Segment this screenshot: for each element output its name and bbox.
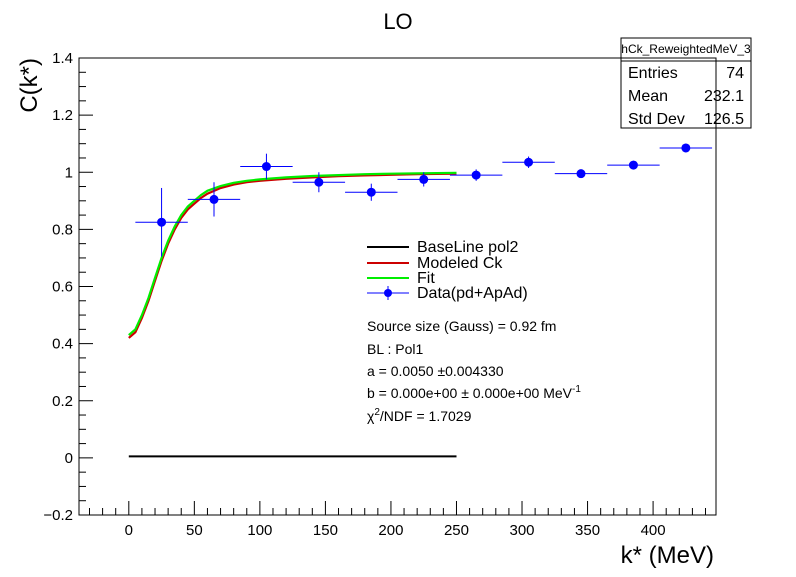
data-point [397, 172, 450, 187]
x-tick-label: 300 [510, 522, 535, 539]
data-point [292, 172, 346, 193]
data-marker [524, 157, 534, 167]
stats-stddev-value: 126.5 [704, 111, 744, 128]
x-tick-label: 200 [378, 522, 403, 539]
data-marker [576, 169, 586, 179]
annotation-param-b-sup: -1 [572, 384, 581, 395]
annotation-chi-ndf: /NDF = 1.7029 [380, 408, 472, 424]
fit-annotations: Source size (Gauss) = 0.92 fm BL : Pol1 … [367, 318, 581, 424]
y-tick-label: 0.6 [52, 279, 73, 296]
y-axis-label: C(k*) [16, 58, 43, 113]
y-tick-label: 1.4 [52, 50, 73, 67]
x-tick-label: 100 [247, 522, 272, 539]
series-line-1 [128, 172, 457, 339]
legend-label-data: Data(pd+ApAd) [417, 285, 528, 302]
stats-mean-label: Mean [628, 88, 668, 105]
plot-frame [78, 57, 717, 516]
x-tick-label: 350 [575, 522, 600, 539]
y-tick-label: −0.2 [43, 507, 73, 524]
data-marker [157, 217, 167, 227]
stats-mean-value: 232.1 [704, 88, 744, 105]
annotation-chi-sup: 2 [374, 407, 380, 418]
data-point [607, 160, 660, 170]
x-tick-label: 150 [313, 522, 338, 539]
data-point [187, 182, 241, 217]
y-tick-label: 1.2 [52, 107, 73, 124]
stats-box-frame [620, 37, 752, 129]
data-marker [471, 170, 481, 180]
data-marker [209, 194, 219, 204]
annotation-param-b: b = 0.000e+00 ± 0.000e+00 MeV-1 [367, 384, 581, 401]
data-marker [366, 187, 376, 197]
annotation-param-b-text: b = 0.000e+00 ± 0.000e+00 MeV [367, 385, 573, 401]
chart-title: LO [383, 9, 412, 34]
series-layer [128, 143, 713, 458]
data-marker [681, 143, 691, 153]
data-point [554, 169, 608, 179]
data-marker [314, 177, 324, 187]
x-tick-label: 400 [641, 522, 666, 539]
stats-box-name: hCk_ReweightedMeV_3 [621, 42, 751, 56]
data-marker [261, 162, 271, 172]
annotation-param-a: a = 0.0050 ±0.004330 [367, 363, 504, 379]
legend: BaseLine pol2 Modeled Ck Fit Data(pd+ApA… [367, 239, 528, 302]
x-axis-label: k* (MeV) [621, 542, 714, 569]
x-tick-label: 0 [125, 522, 133, 539]
data-point [135, 187, 188, 257]
data-point [659, 143, 713, 153]
y-tick-label: 0 [65, 450, 73, 467]
x-axis: 0 50 100 150 200 250 300 350 400 [88, 501, 707, 539]
legend-swatch-data-marker [384, 289, 392, 297]
x-tick-label: 50 [186, 522, 203, 539]
data-point [449, 169, 503, 181]
stats-stddev-label: Std Dev [628, 111, 685, 128]
y-tick-label: 1 [65, 164, 73, 181]
y-tick-label: 0.8 [52, 221, 73, 238]
y-axis: −0.2 0 0.2 0.4 0.6 0.8 1 1.2 1.4 [43, 50, 93, 524]
data-marker [419, 174, 429, 184]
stats-entries-value: 74 [726, 65, 744, 82]
data-marker [628, 160, 638, 170]
stats-box: hCk_ReweightedMeV_3 Entries 74 Mean 232.… [620, 37, 752, 129]
data-point [502, 156, 555, 168]
annotation-chi2: χ2/NDF = 1.7029 [367, 407, 472, 424]
legend-label-modeled: Modeled Ck [417, 255, 503, 272]
legend-label-fit: Fit [417, 270, 435, 287]
annotation-baseline: BL : Pol1 [367, 341, 424, 357]
annotation-chi-symbol: χ [367, 408, 375, 424]
x-tick-label: 250 [444, 522, 469, 539]
data-point [345, 183, 398, 201]
x-axis-title: k* (MeV) [621, 542, 714, 569]
series-line-2 [128, 171, 457, 336]
stats-entries-label: Entries [628, 65, 678, 82]
y-tick-label: 0.4 [52, 336, 73, 353]
y-tick-label: 0.2 [52, 393, 73, 410]
legend-label-baseline: BaseLine pol2 [417, 239, 519, 256]
annotation-source-size: Source size (Gauss) = 0.92 fm [367, 318, 556, 334]
data-point [240, 153, 293, 180]
